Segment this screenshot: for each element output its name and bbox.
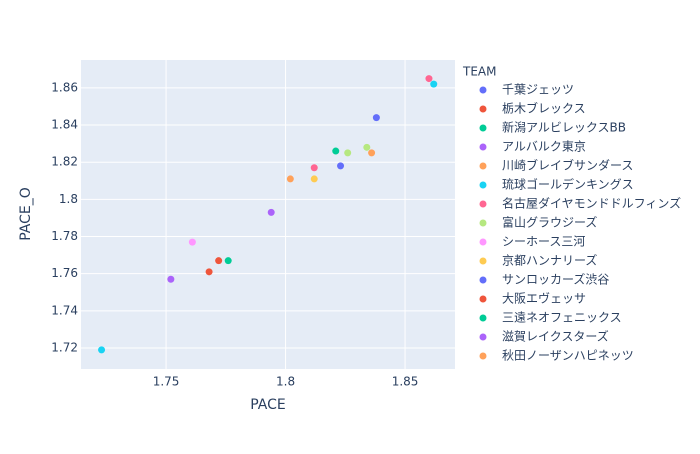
x-axis-title: PACE [250, 397, 286, 413]
point [310, 175, 318, 183]
y-tick-label: 1.78 [51, 229, 78, 243]
y-tick-label: 1.8 [59, 192, 78, 206]
legend-label: 大阪エヴェッサ [502, 291, 586, 306]
legend-marker [479, 105, 487, 113]
x-tick-label: 1.85 [392, 375, 419, 389]
legend-label: 新潟アルビレックスBB [502, 120, 626, 135]
point [215, 257, 223, 265]
legend-marker [479, 238, 487, 246]
legend-label: サンロッカーズ渋谷 [502, 272, 609, 287]
plot-area [81, 60, 455, 369]
y-axis-title: PACE_O [18, 187, 34, 241]
y-tick-label: 1.72 [51, 341, 78, 355]
legend-label: 秋田ノーザンハピネッツ [502, 349, 634, 363]
point [310, 164, 318, 172]
legend-label: 栃木ブレックス [502, 101, 586, 116]
point [188, 238, 196, 246]
y-tick-label: 1.76 [51, 266, 78, 280]
legend-label: 京都ハンナリーズ [502, 253, 597, 268]
point [205, 268, 213, 276]
legend-marker [479, 124, 487, 132]
legend-marker [479, 352, 487, 360]
legend-marker [479, 257, 487, 265]
legend-marker [479, 143, 487, 151]
legend-label: 琉球ゴールデンキングス [502, 177, 634, 192]
legend-marker [479, 86, 487, 94]
point [430, 80, 438, 88]
legend-marker [479, 219, 487, 227]
point [224, 257, 232, 265]
point [372, 114, 380, 122]
point [363, 143, 371, 151]
y-tick-label: 1.86 [51, 80, 78, 94]
legend-marker [479, 314, 487, 322]
point [368, 149, 376, 157]
legend-marker [479, 181, 487, 189]
legend-label: 富山グラウジーズ [502, 215, 597, 230]
point [425, 75, 433, 83]
legend-label: シーホース三河 [502, 235, 585, 249]
point [267, 208, 275, 216]
legend-label: 川崎ブレイブサンダース [502, 158, 633, 173]
legend-label: 千葉ジェッツ [502, 83, 574, 97]
point [344, 149, 352, 157]
y-tick-label: 1.74 [51, 303, 78, 317]
point [286, 175, 294, 183]
legend-label: アルバルク東京 [502, 140, 586, 154]
legend-marker [479, 295, 487, 303]
x-tick-label: 1.8 [276, 375, 295, 389]
legend-marker [479, 200, 487, 208]
legend-title: TEAM [462, 65, 496, 79]
point [337, 162, 345, 170]
y-tick-label: 1.84 [51, 118, 78, 132]
point [332, 147, 340, 155]
legend-marker [479, 162, 487, 170]
legend-marker [479, 276, 487, 284]
legend-marker [479, 333, 487, 341]
legend-label: 滋賀レイクスターズ [502, 329, 609, 344]
point [167, 275, 175, 283]
point [98, 346, 106, 354]
legend-label: 三遠ネオフェニックス [502, 311, 622, 325]
y-tick-label: 1.82 [51, 155, 78, 169]
legend-label: 名古屋ダイヤモンドドルフィンズ [502, 196, 681, 211]
x-tick-label: 1.75 [153, 375, 180, 389]
